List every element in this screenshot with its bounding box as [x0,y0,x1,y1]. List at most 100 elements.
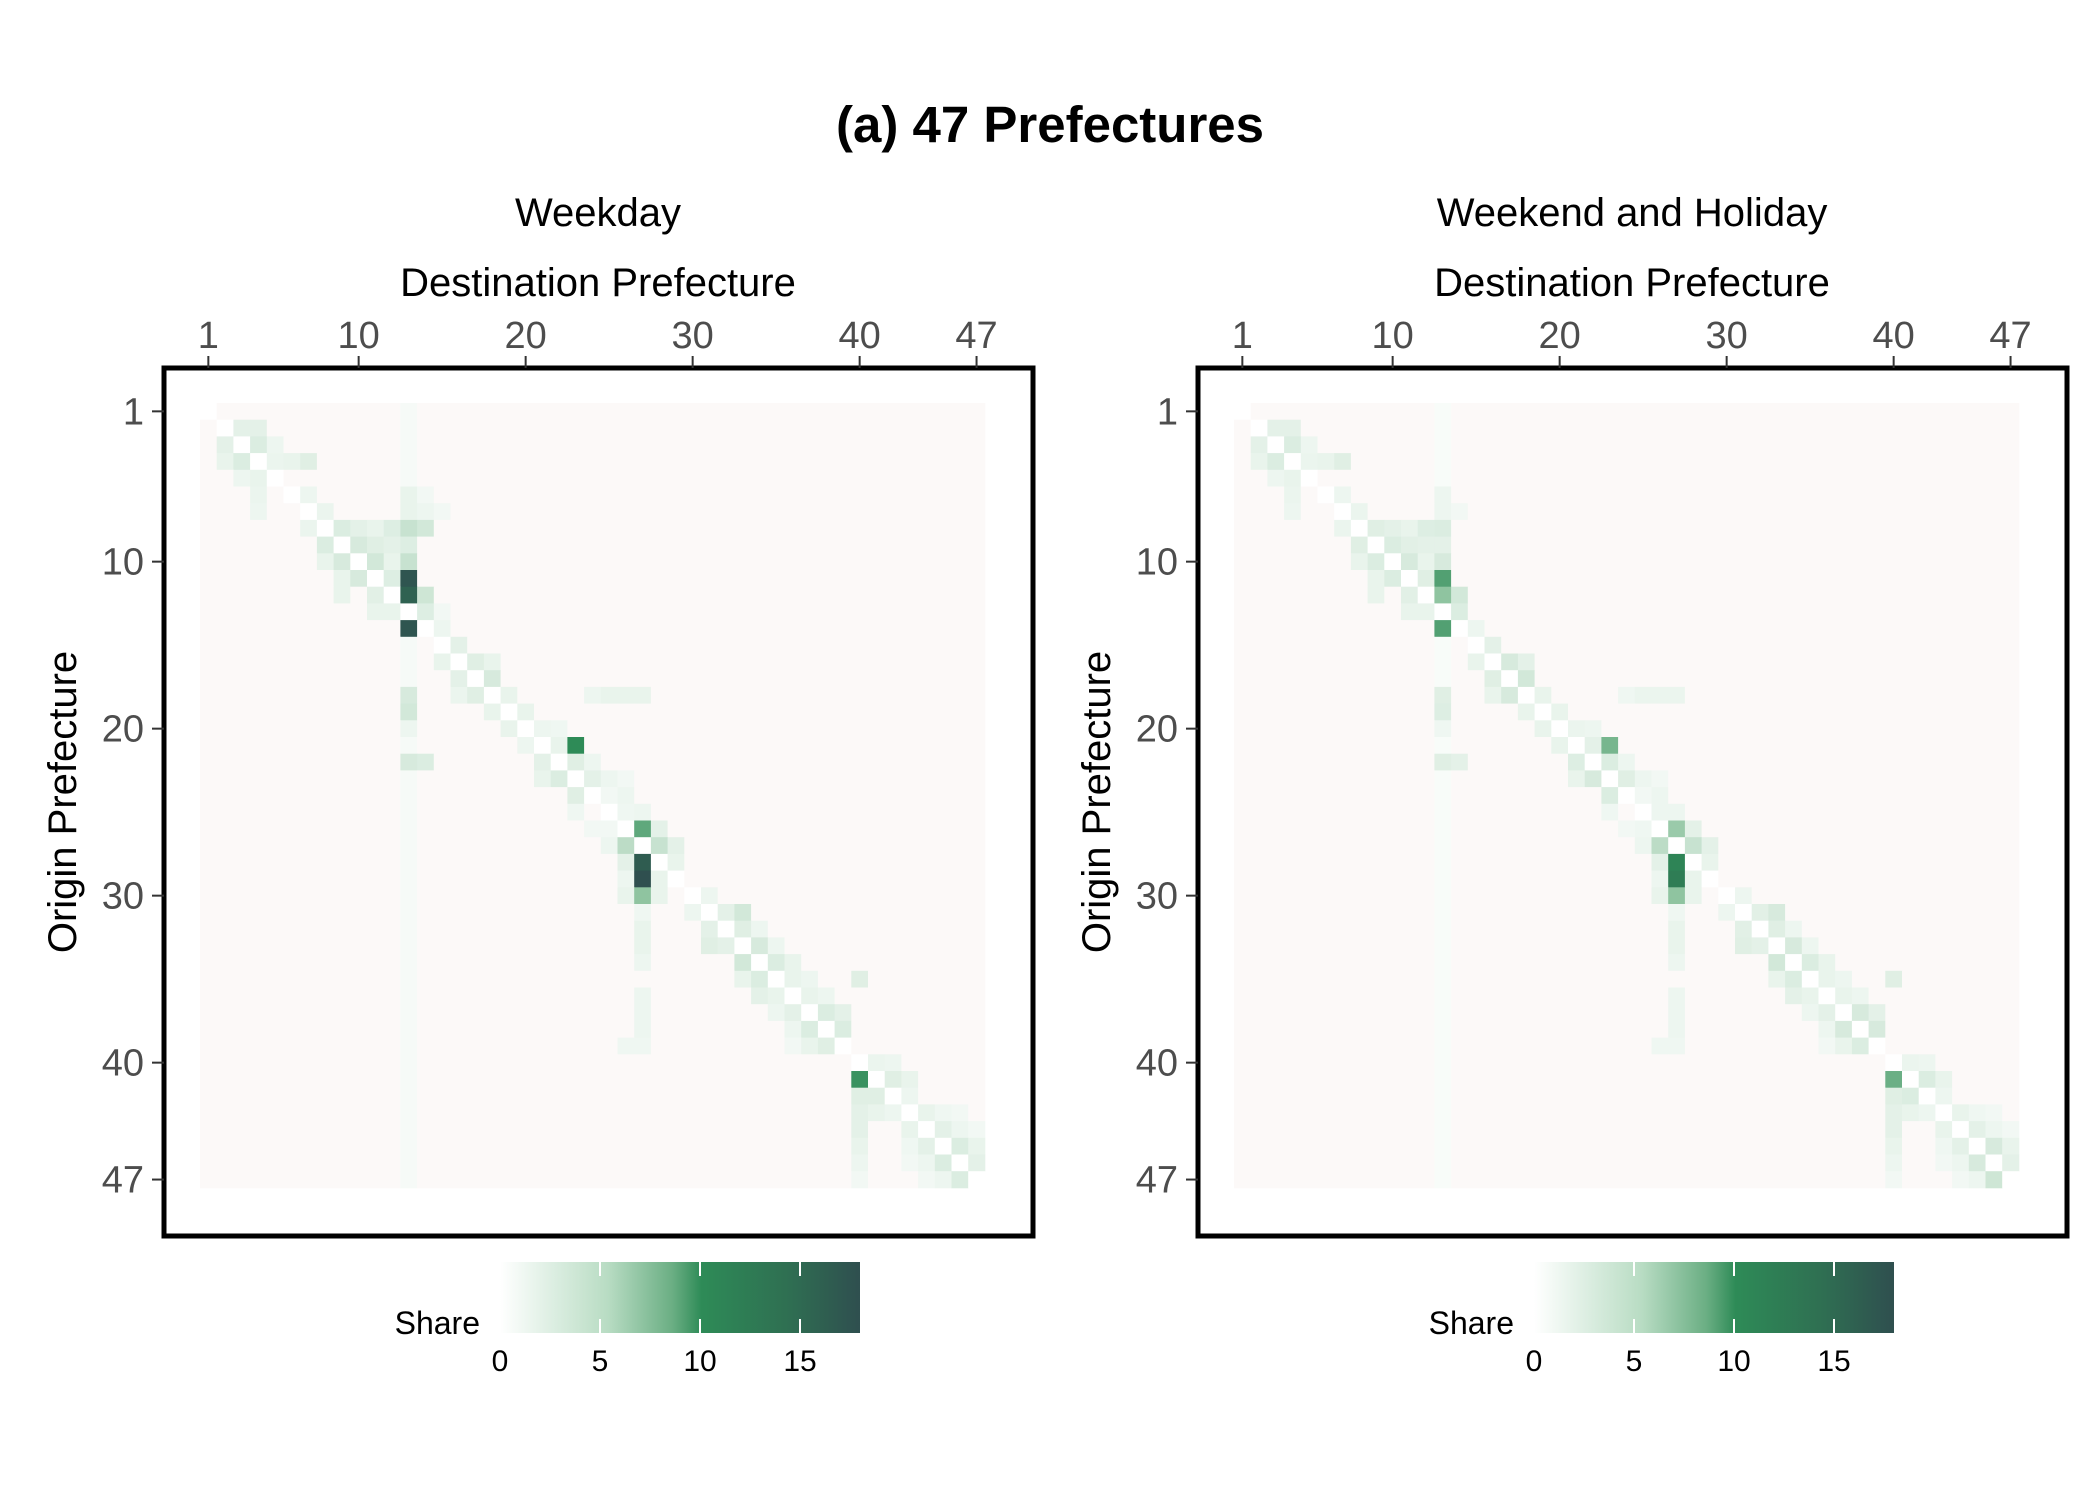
heatmap-cell [617,653,635,671]
heatmap-cell [1935,787,1953,805]
heatmap-cell [433,503,451,521]
heatmap-cell [600,1154,618,1172]
heatmap-cell [1568,937,1586,955]
heatmap-cell [600,653,618,671]
heatmap-cell [734,787,752,805]
heatmap-cell [1250,870,1268,888]
heatmap-cell [1584,419,1602,437]
heatmap-cell [250,1171,268,1189]
heatmap-cell [1317,1137,1335,1155]
heatmap-cell [1350,536,1368,554]
heatmap-cell [550,469,568,487]
heatmap-cell [1384,453,1402,471]
heatmap-cell [534,419,552,437]
heatmap-cell [1935,703,1953,721]
heatmap-cell [834,436,852,454]
heatmap-cell [2002,620,2020,638]
heatmap-cell [216,636,234,654]
heatmap-cell [1718,436,1736,454]
heatmap-cell [233,1104,251,1122]
heatmap-cell [233,1137,251,1155]
heatmap-cell [1367,870,1385,888]
heatmap-cell [817,570,835,588]
heatmap-cell [1350,887,1368,905]
heatmap-cell [1634,937,1652,955]
heatmap-cell [383,1037,401,1055]
heatmap-cell [918,937,936,955]
heatmap-cell [650,686,668,704]
heatmap-cell [567,1121,585,1139]
heatmap-cell [1417,887,1435,905]
heatmap-cell [834,887,852,905]
heatmap-cell [1250,1121,1268,1139]
heatmap-cell [417,1104,435,1122]
heatmap-cell [367,670,385,688]
heatmap-cell [1718,603,1736,621]
heatmap-cell [1467,553,1485,571]
heatmap-cell [834,1004,852,1022]
heatmap-cell [884,853,902,871]
heatmap-cell [1751,653,1769,671]
heatmap-cell [884,937,902,955]
heatmap-cell [934,1121,952,1139]
heatmap-cell [1785,636,1803,654]
heatmap-cell [1751,753,1769,771]
heatmap-cell [784,469,802,487]
heatmap-cell [600,1037,618,1055]
heatmap-cell [1701,1020,1719,1038]
heatmap-cell [1534,837,1552,855]
heatmap-cell [1334,553,1352,571]
heatmap-cell [918,837,936,855]
heatmap-cell [1735,770,1753,788]
heatmap-cell [250,853,268,871]
heatmap-cell [300,1054,318,1072]
heatmap-cell [751,570,769,588]
heatmap-cell [417,937,435,955]
heatmap-cell [884,1054,902,1072]
heatmap-cell [367,1087,385,1105]
heatmap-cell [1534,1037,1552,1055]
heatmap-cell [250,887,268,905]
heatmap-cell [1401,920,1419,938]
heatmap-cell [417,403,435,421]
heatmap-cell [884,870,902,888]
heatmap-cell [1300,519,1318,537]
heatmap-cell [1735,753,1753,771]
heatmap-cell [333,887,351,905]
heatmap-cell [1284,987,1302,1005]
heatmap-cell [784,686,802,704]
heatmap-cell [1601,503,1619,521]
heatmap-cell [1868,1087,1886,1105]
heatmap-cell [717,987,735,1005]
heatmap-cell [884,820,902,838]
heatmap-cell [1517,519,1535,537]
heatmap-cell [734,803,752,821]
heatmap-cell [1284,1054,1302,1072]
heatmap-cell [1551,1104,1569,1122]
heatmap-cell [1334,1004,1352,1022]
heatmap-cell [1451,419,1469,437]
heatmap-cell [250,904,268,922]
heatmap-cell [968,1087,986,1105]
heatmap-cell [283,1154,301,1172]
heatmap-cell [483,503,501,521]
heatmap-cell [467,1020,485,1038]
heatmap-cell [467,703,485,721]
heatmap-cell [450,453,468,471]
heatmap-cell [200,1121,218,1139]
heatmap-cell [1551,753,1569,771]
heatmap-cell [1968,954,1986,972]
heatmap-cell [1868,737,1886,755]
heatmap-cell [1284,803,1302,821]
heatmap-cell [817,469,835,487]
heatmap-cell [784,787,802,805]
heatmap-cell [433,737,451,755]
heatmap-cell [1985,887,2003,905]
heatmap-cell [701,1037,719,1055]
heatmap-cell [1952,636,1970,654]
heatmap-cell [1851,570,1869,588]
heatmap-cell [1718,703,1736,721]
heatmap-cell [500,1071,518,1089]
heatmap-cell [1701,536,1719,554]
heatmap-cell [1384,753,1402,771]
